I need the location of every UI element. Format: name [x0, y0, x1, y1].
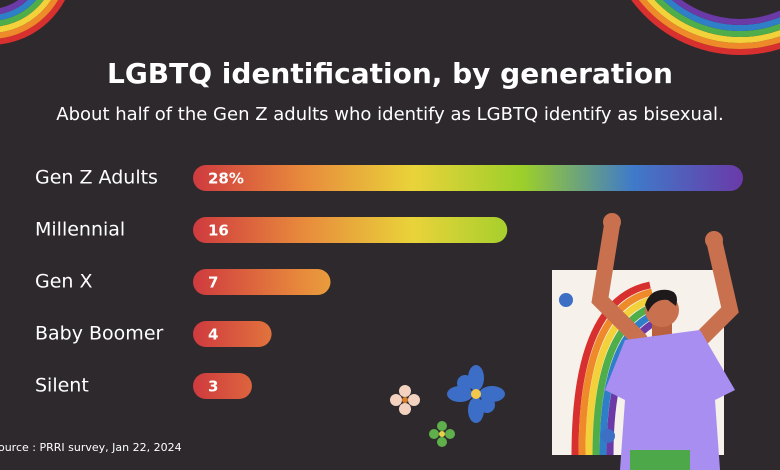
category-label: Baby Boomer: [35, 323, 164, 345]
source-note: Source : PRRI survey, Jan 22, 2024: [0, 441, 182, 454]
flower: [390, 385, 420, 415]
bar: [193, 217, 508, 243]
value-label: 3: [208, 378, 218, 396]
illustration: [552, 213, 739, 470]
chart-title: LGBTQ identification, by generation: [107, 57, 673, 90]
rainbow-corner: [631, 0, 780, 55]
flower: [429, 421, 455, 447]
value-label: 28%: [208, 170, 244, 188]
chart-subtitle: About half of the Gen Z adults who ident…: [56, 104, 723, 125]
bar: [193, 269, 331, 295]
bar: [193, 321, 272, 347]
category-label: Silent: [35, 375, 89, 397]
rainbow-corner: [0, 0, 65, 45]
category-label: Gen X: [35, 271, 93, 293]
bar: [193, 165, 743, 191]
value-label: 7: [208, 274, 218, 292]
category-label: Millennial: [35, 219, 125, 241]
category-label: Gen Z Adults: [35, 167, 158, 189]
bar: [193, 373, 252, 399]
value-label: 4: [208, 326, 218, 344]
flower: [447, 365, 505, 423]
value-label: 16: [208, 222, 229, 240]
